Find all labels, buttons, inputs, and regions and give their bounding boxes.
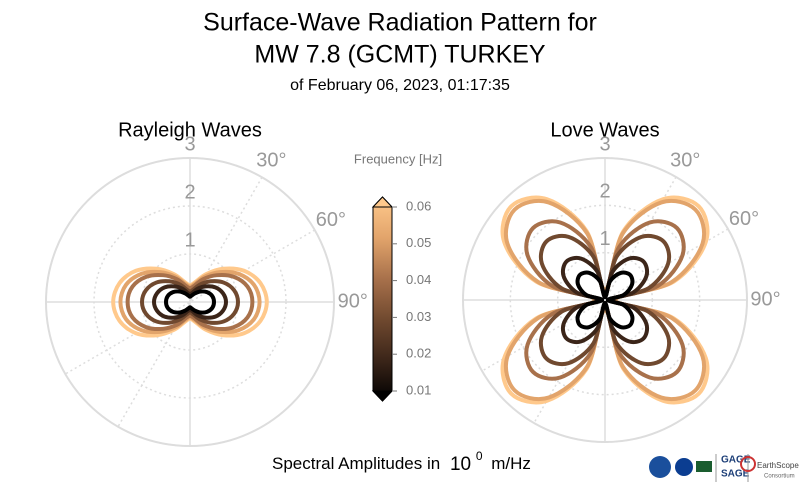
colorbar-tick-label: 0.06 [406,198,431,213]
logo-usgs [696,461,712,472]
theta-tick-label: 60° [316,209,346,231]
footer-base: 10 [450,454,471,475]
theta-tick-label: 30° [256,149,286,171]
polar-title: Love Waves [550,119,659,141]
r-tick-label: 1 [184,229,195,251]
r-tick-label: 3 [599,133,610,155]
polar-title: Rayleigh Waves [118,119,262,141]
logo-earthscope [740,456,756,472]
colorbar-tick-label: 0.03 [406,309,431,324]
colorbar-tick-label: 0.04 [406,272,431,287]
chart-subtitle: of February 06, 2023, 01:17:35 [290,77,510,94]
colorbar-tick-label: 0.02 [406,346,431,361]
logo-sage: SAGE [721,469,750,480]
radiation-curve [164,289,216,315]
chart-title: MW 7.8 (GCMT) TURKEY [254,41,546,69]
theta-tick-label: 30° [670,149,700,171]
footer-exponent: 0 [476,449,483,463]
grid-spoke [117,176,263,428]
logos: GAGE SAGE EarthScope Consortium [649,454,799,482]
colorbar [372,196,393,402]
colorbar-extend-bottom [371,390,394,402]
colorbar-tick-label: 0.01 [406,382,431,397]
colorbar-label: Frequency [Hz] [354,151,442,166]
r-tick-label: 2 [184,181,195,203]
r-tick-label: 3 [184,133,195,155]
radiation-curve [503,198,707,402]
logo-consortium-text: Consortium [764,474,795,480]
radiation-curve [140,279,240,325]
r-tick-label: 2 [599,181,610,203]
grid-spoke [64,229,316,375]
footer-text: Spectral Amplitudes in [272,454,440,473]
radiation-curve [125,273,255,331]
polar-plot: Rayleigh Waves 1 2 3 30° 60° 90° [45,119,368,447]
theta-tick-label: 90° [338,290,368,312]
logo-earthscope-text: EarthScope [757,461,799,470]
footer: Spectral Amplitudes in 10 0 m/Hz [272,446,531,475]
theta-tick-label: 60° [729,208,759,230]
chart-title: Surface-Wave Radiation Pattern for [203,9,597,37]
radiation-curve [575,270,635,330]
polar-plot: Love Waves 1 2 3 30° 60° 90° [462,119,781,443]
footer-unit: m/Hz [491,454,531,473]
logo-gage: GAGE [721,455,751,466]
logo-nasa [675,458,693,476]
theta-tick-label: 90° [750,288,780,310]
colorbar-tick-label: 0.05 [406,235,431,250]
logo-nsf [649,456,671,478]
radiation-curve [152,284,228,320]
colorbar-extend-top [371,196,394,208]
r-tick-label: 1 [599,228,610,250]
